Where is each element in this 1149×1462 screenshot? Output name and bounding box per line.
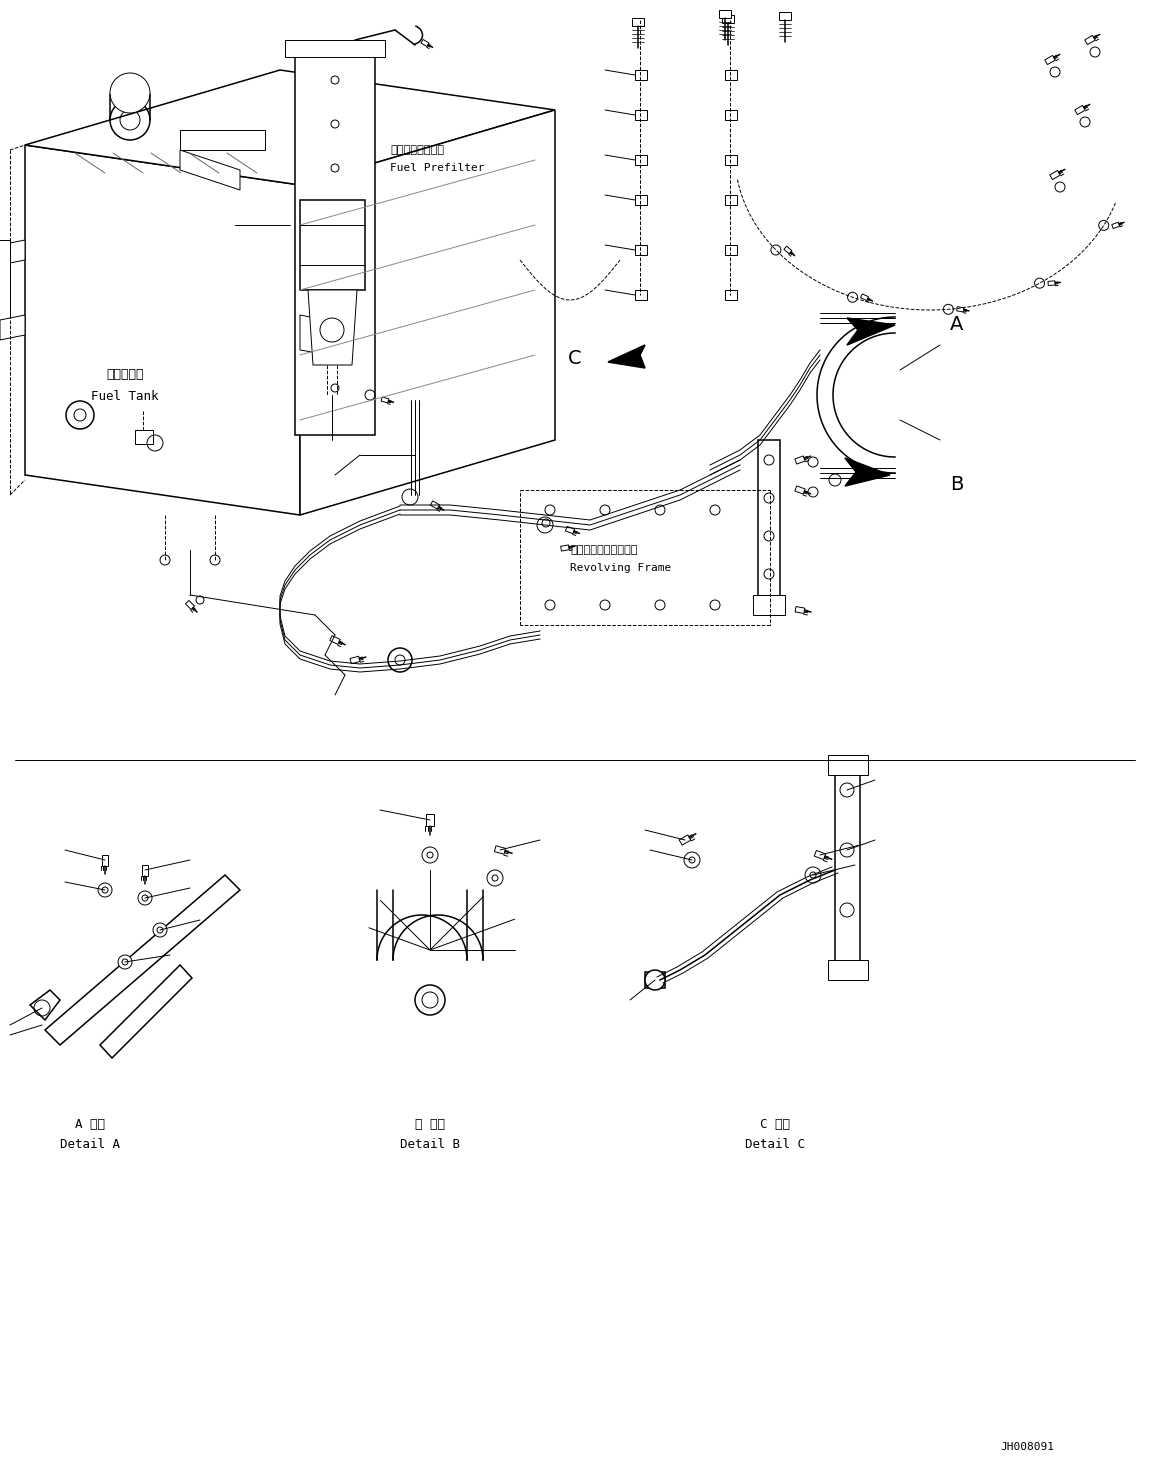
Bar [725,289,737,300]
Polygon shape [494,846,506,854]
Polygon shape [753,595,785,616]
Polygon shape [180,151,240,190]
Text: Detail A: Detail A [60,1139,119,1152]
Polygon shape [180,130,265,151]
Text: Fuel Tank: Fuel Tank [91,390,159,404]
Polygon shape [561,545,570,551]
Text: 燃料プレフィルタ: 燃料プレフィルタ [390,145,444,155]
Polygon shape [421,39,429,47]
Text: A 詳細: A 詳細 [75,1118,105,1132]
Circle shape [487,870,503,886]
Bar [635,110,647,120]
Polygon shape [300,110,555,515]
Polygon shape [828,754,867,775]
Text: C: C [569,348,581,367]
Circle shape [138,890,152,905]
Text: 燃料タンク: 燃料タンク [106,368,144,382]
Polygon shape [1050,171,1061,180]
Polygon shape [0,240,10,325]
Bar [725,155,737,165]
Bar [635,155,647,165]
Polygon shape [350,656,360,664]
Text: JH008091: JH008091 [1000,1442,1054,1452]
Polygon shape [565,526,574,534]
Polygon shape [1112,222,1120,228]
Polygon shape [295,56,375,436]
Polygon shape [1085,35,1095,44]
Circle shape [110,73,151,113]
Polygon shape [845,458,890,485]
Polygon shape [0,240,25,265]
Bar [635,289,647,300]
Polygon shape [1048,281,1055,285]
Text: Detail B: Detail B [400,1139,460,1152]
Polygon shape [679,835,691,845]
Polygon shape [795,456,805,463]
Polygon shape [431,501,440,509]
Circle shape [645,969,665,990]
Polygon shape [608,345,645,368]
Circle shape [415,985,445,1015]
Polygon shape [102,854,108,866]
Polygon shape [632,18,643,26]
Bar [635,194,647,205]
Text: A: A [950,316,963,335]
Bar [134,430,153,444]
Text: B: B [950,475,963,494]
Polygon shape [861,294,869,301]
Bar [635,246,647,254]
Polygon shape [381,398,388,404]
Circle shape [684,852,700,868]
Polygon shape [30,990,60,1020]
Text: Detail C: Detail C [745,1139,805,1152]
Circle shape [153,923,167,937]
Polygon shape [1044,56,1055,64]
Polygon shape [25,70,555,186]
Polygon shape [784,246,792,254]
Polygon shape [45,874,240,1045]
Text: Revolving Frame: Revolving Frame [570,563,671,573]
Bar [725,110,737,120]
Polygon shape [141,864,148,876]
Text: 日 詳細: 日 詳細 [415,1118,445,1132]
Polygon shape [847,319,895,345]
Polygon shape [285,39,385,57]
Bar [725,246,737,254]
Polygon shape [300,200,365,289]
Polygon shape [758,440,780,610]
Polygon shape [185,601,194,610]
Circle shape [98,883,111,898]
Polygon shape [828,961,867,980]
Text: Fuel Prefilter: Fuel Prefilter [390,162,485,173]
Polygon shape [100,965,192,1058]
Polygon shape [300,314,330,355]
Text: レボルビングフレーム: レボルビングフレーム [570,545,638,556]
Polygon shape [25,145,300,515]
Polygon shape [1074,105,1086,114]
Polygon shape [795,607,805,614]
Polygon shape [795,485,805,494]
Polygon shape [330,636,340,645]
Circle shape [805,867,822,883]
Bar [725,70,737,80]
Polygon shape [722,15,734,23]
Polygon shape [779,12,791,20]
Polygon shape [308,289,357,366]
Polygon shape [956,307,964,311]
Polygon shape [719,10,731,18]
Polygon shape [0,314,25,341]
Circle shape [118,955,132,969]
Bar [635,70,647,80]
Circle shape [422,846,438,863]
Polygon shape [645,972,665,988]
Polygon shape [835,760,859,969]
Polygon shape [815,851,826,860]
Bar [725,194,737,205]
Text: C 詳細: C 詳細 [759,1118,791,1132]
Polygon shape [426,814,433,826]
